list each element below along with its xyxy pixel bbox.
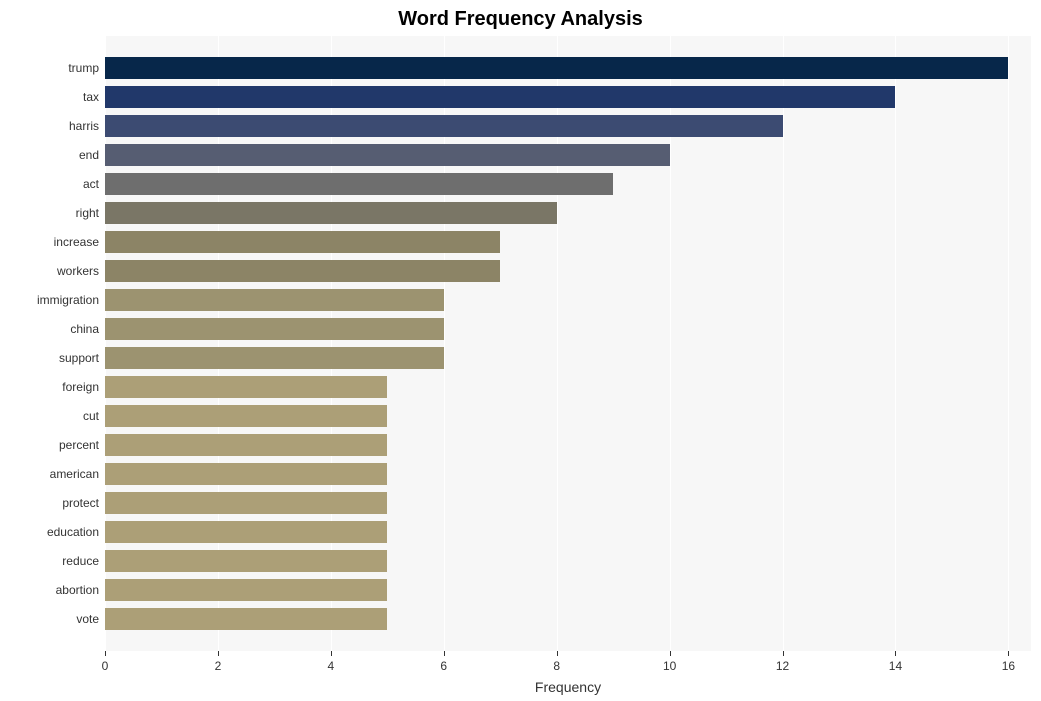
- x-tick-label: 16: [1002, 659, 1015, 673]
- bar: [105, 289, 444, 311]
- y-tick-label: trump: [68, 61, 99, 75]
- bar: [105, 260, 500, 282]
- x-tick-mark: [557, 651, 558, 656]
- bar: [105, 550, 387, 572]
- chart-container: Word Frequency Analysis Frequency 0 2 4 6 8 1…: [0, 0, 1041, 701]
- bar: [105, 86, 895, 108]
- y-tick-label: reduce: [62, 554, 99, 568]
- bar: [105, 347, 444, 369]
- x-tick-mark: [331, 651, 332, 656]
- bar: [105, 608, 387, 630]
- x-tick-label: 12: [776, 659, 789, 673]
- y-tick-label: vote: [76, 612, 99, 626]
- gridline: [1008, 36, 1009, 651]
- bar: [105, 463, 387, 485]
- bar: [105, 57, 1008, 79]
- bar: [105, 115, 783, 137]
- chart-title: Word Frequency Analysis: [0, 8, 1041, 31]
- bar: [105, 579, 387, 601]
- bar: [105, 144, 670, 166]
- x-tick-mark: [218, 651, 219, 656]
- x-tick-mark: [444, 651, 445, 656]
- x-tick-mark: [895, 651, 896, 656]
- x-tick-label: 4: [328, 659, 335, 673]
- bar: [105, 405, 387, 427]
- y-tick-label: end: [79, 148, 99, 162]
- bar: [105, 492, 387, 514]
- y-tick-label: american: [50, 467, 99, 481]
- y-tick-label: abortion: [56, 583, 99, 597]
- x-tick-label: 10: [663, 659, 676, 673]
- y-tick-label: act: [83, 177, 99, 191]
- y-tick-label: tax: [83, 90, 99, 104]
- x-tick-label: 0: [102, 659, 109, 673]
- plot-area: [105, 36, 1031, 651]
- y-tick-label: workers: [57, 264, 99, 278]
- y-tick-label: support: [59, 351, 99, 365]
- x-tick-label: 6: [440, 659, 447, 673]
- y-tick-label: protect: [62, 496, 99, 510]
- x-tick-mark: [105, 651, 106, 656]
- gridline: [783, 36, 784, 651]
- x-axis-title: Frequency: [105, 679, 1031, 695]
- x-tick-label: 8: [553, 659, 560, 673]
- y-tick-label: right: [76, 206, 99, 220]
- bar: [105, 202, 557, 224]
- bar: [105, 318, 444, 340]
- bar: [105, 521, 387, 543]
- x-tick-label: 14: [889, 659, 902, 673]
- y-tick-label: percent: [59, 438, 99, 452]
- y-tick-label: cut: [83, 409, 99, 423]
- bar: [105, 434, 387, 456]
- bar: [105, 173, 613, 195]
- y-tick-label: foreign: [62, 380, 99, 394]
- y-tick-label: china: [70, 322, 99, 336]
- x-tick-mark: [783, 651, 784, 656]
- y-tick-label: increase: [54, 235, 99, 249]
- y-tick-label: harris: [69, 119, 99, 133]
- y-tick-label: immigration: [37, 293, 99, 307]
- gridline: [895, 36, 896, 651]
- x-tick-label: 2: [215, 659, 222, 673]
- y-tick-label: education: [47, 525, 99, 539]
- bar: [105, 376, 387, 398]
- x-tick-mark: [670, 651, 671, 656]
- x-tick-mark: [1008, 651, 1009, 656]
- bar: [105, 231, 500, 253]
